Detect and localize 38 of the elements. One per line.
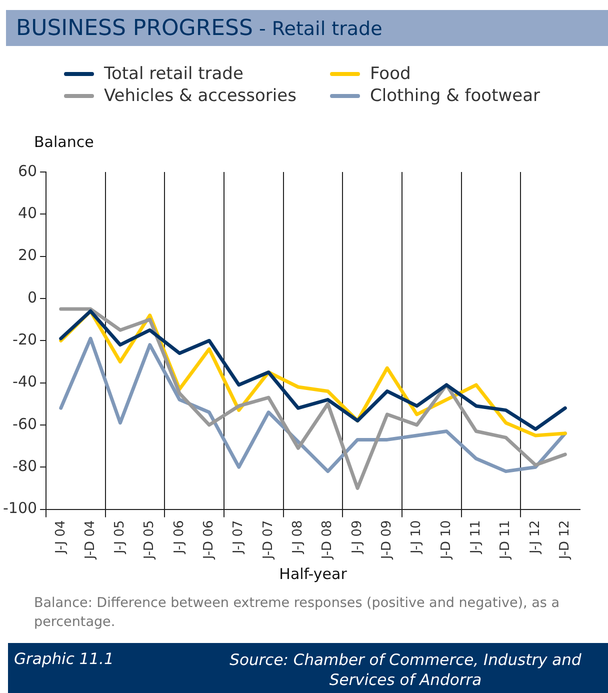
x-tick-label: J-D 05 (142, 520, 158, 560)
x-tick-label: J-J 12 (528, 520, 543, 555)
x-tick-label: J-J 04 (53, 520, 68, 555)
text: Graphic 11.1 (14, 650, 114, 668)
y-tick-label: -20 (12, 330, 38, 349)
legend-label: Total retail trade (104, 64, 244, 84)
x-tick-label: J-J 07 (231, 520, 246, 555)
legend-label: Clothing & footwear (370, 86, 540, 106)
y-tick-label: 60 (18, 162, 38, 180)
y-tick-label: 40 (18, 204, 38, 222)
x-tick-label: J-J 08 (290, 520, 306, 555)
x-axis-title: Half-year (279, 564, 348, 583)
chart-subtitle: - Retail trade (258, 18, 382, 40)
x-tick-label: J-D 04 (82, 520, 98, 560)
x-tick-label: J-D 06 (202, 520, 217, 560)
y-tick-label: -100 (2, 499, 38, 518)
x-tick-label: J-J 11 (468, 520, 484, 555)
legend-label: Vehicles & accessories (104, 86, 296, 106)
y-tick-label: 0 (27, 288, 38, 306)
text: Balance: Difference between extreme responses (positive and negative), as a percentage. (34, 594, 560, 632)
y-axis-title: Balance (34, 133, 94, 151)
y-tick-label: -40 (12, 372, 38, 391)
y-tick-label: -80 (12, 456, 38, 475)
x-tick-label: J-J 05 (112, 520, 128, 555)
x-tick-label: J-D 10 (438, 520, 454, 560)
chart-title: BUSINESS PROGRESS (16, 16, 253, 41)
x-tick-label: J-D 11 (498, 520, 514, 560)
x-tick-label: J-J 06 (172, 520, 187, 555)
x-tick-label: J-D 09 (380, 520, 395, 560)
x-tick-label: J-D 07 (260, 520, 276, 560)
x-tick-label: J-J 10 (409, 520, 424, 555)
x-tick-label: J-D 08 (320, 520, 336, 560)
x-tick-label: J-D 12 (558, 520, 573, 560)
y-tick-label: -60 (12, 414, 38, 433)
legend-label: Food (370, 64, 411, 84)
x-tick-label: J-J 09 (350, 520, 365, 555)
y-tick-label: 20 (18, 246, 38, 264)
source-note: Source: Chamber of Commerce, Industry and Services of Andorra (228, 650, 582, 690)
